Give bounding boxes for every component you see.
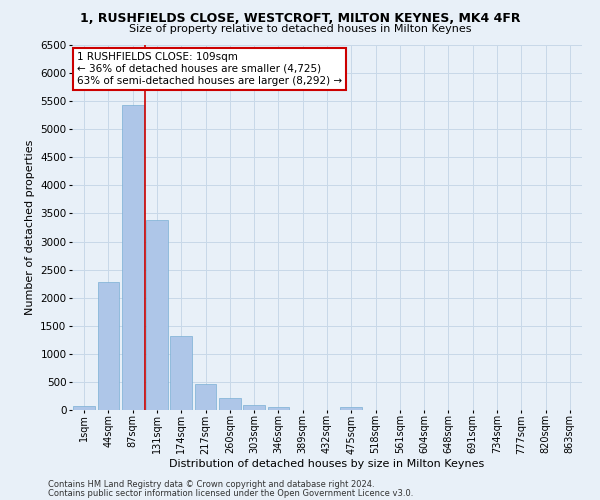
Bar: [170, 336, 192, 410]
Bar: [340, 406, 362, 410]
Bar: [122, 105, 143, 410]
Text: 1 RUSHFIELDS CLOSE: 109sqm
← 36% of detached houses are smaller (4,725)
63% of s: 1 RUSHFIELDS CLOSE: 109sqm ← 36% of deta…: [77, 52, 342, 86]
Text: Contains public sector information licensed under the Open Government Licence v3: Contains public sector information licen…: [48, 488, 413, 498]
Bar: [194, 384, 217, 410]
Bar: [219, 398, 241, 410]
X-axis label: Distribution of detached houses by size in Milton Keynes: Distribution of detached houses by size …: [169, 459, 485, 469]
Bar: [243, 405, 265, 410]
Text: Contains HM Land Registry data © Crown copyright and database right 2024.: Contains HM Land Registry data © Crown c…: [48, 480, 374, 489]
Bar: [146, 220, 168, 410]
Text: Size of property relative to detached houses in Milton Keynes: Size of property relative to detached ho…: [129, 24, 471, 34]
Bar: [97, 282, 119, 410]
Text: 1, RUSHFIELDS CLOSE, WESTCROFT, MILTON KEYNES, MK4 4FR: 1, RUSHFIELDS CLOSE, WESTCROFT, MILTON K…: [80, 12, 520, 26]
Bar: [73, 406, 95, 410]
Bar: [268, 407, 289, 410]
Y-axis label: Number of detached properties: Number of detached properties: [25, 140, 35, 315]
